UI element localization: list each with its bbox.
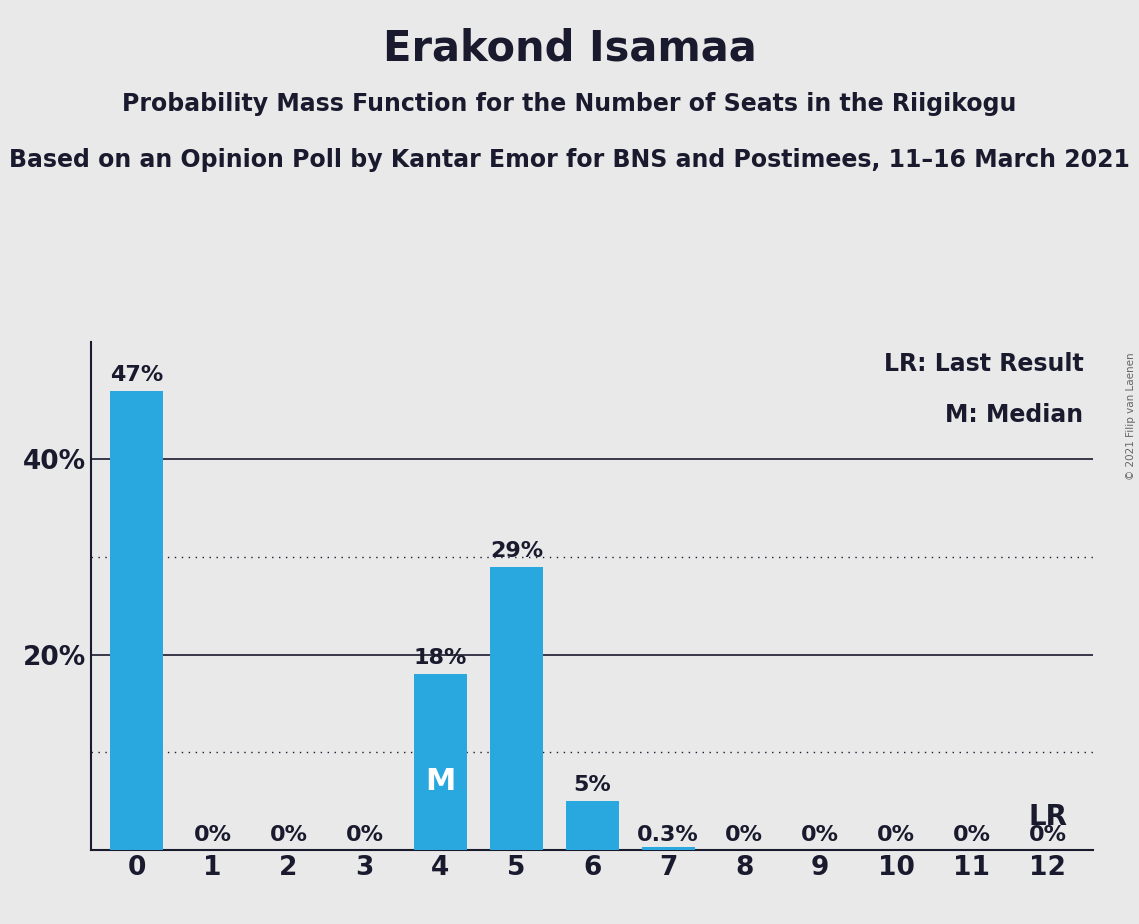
Text: 0%: 0% (953, 825, 991, 845)
Text: 0%: 0% (194, 825, 231, 845)
Bar (566, 801, 618, 850)
Text: 29%: 29% (490, 541, 543, 561)
Text: © 2021 Filip van Laenen: © 2021 Filip van Laenen (1126, 352, 1136, 480)
Bar (110, 391, 163, 850)
Text: 0%: 0% (270, 825, 308, 845)
Text: Erakond Isamaa: Erakond Isamaa (383, 28, 756, 69)
Text: 47%: 47% (110, 365, 163, 385)
Text: 0%: 0% (877, 825, 915, 845)
Text: 5%: 5% (573, 775, 612, 796)
Text: Based on an Opinion Poll by Kantar Emor for BNS and Postimees, 11–16 March 2021: Based on an Opinion Poll by Kantar Emor … (9, 148, 1130, 172)
Text: 18%: 18% (413, 649, 467, 668)
Text: M: Median: M: Median (945, 403, 1083, 427)
Bar (490, 566, 543, 850)
Text: 0.3%: 0.3% (638, 825, 699, 845)
Text: 0%: 0% (1029, 825, 1067, 845)
Text: 0%: 0% (345, 825, 384, 845)
Text: 0%: 0% (801, 825, 839, 845)
Bar (641, 847, 695, 850)
Text: M: M (425, 767, 456, 796)
Bar (413, 675, 467, 850)
Text: LR: Last Result: LR: Last Result (884, 352, 1083, 376)
Text: 0%: 0% (726, 825, 763, 845)
Text: LR: LR (1029, 803, 1067, 831)
Text: Probability Mass Function for the Number of Seats in the Riigikogu: Probability Mass Function for the Number… (122, 92, 1017, 116)
